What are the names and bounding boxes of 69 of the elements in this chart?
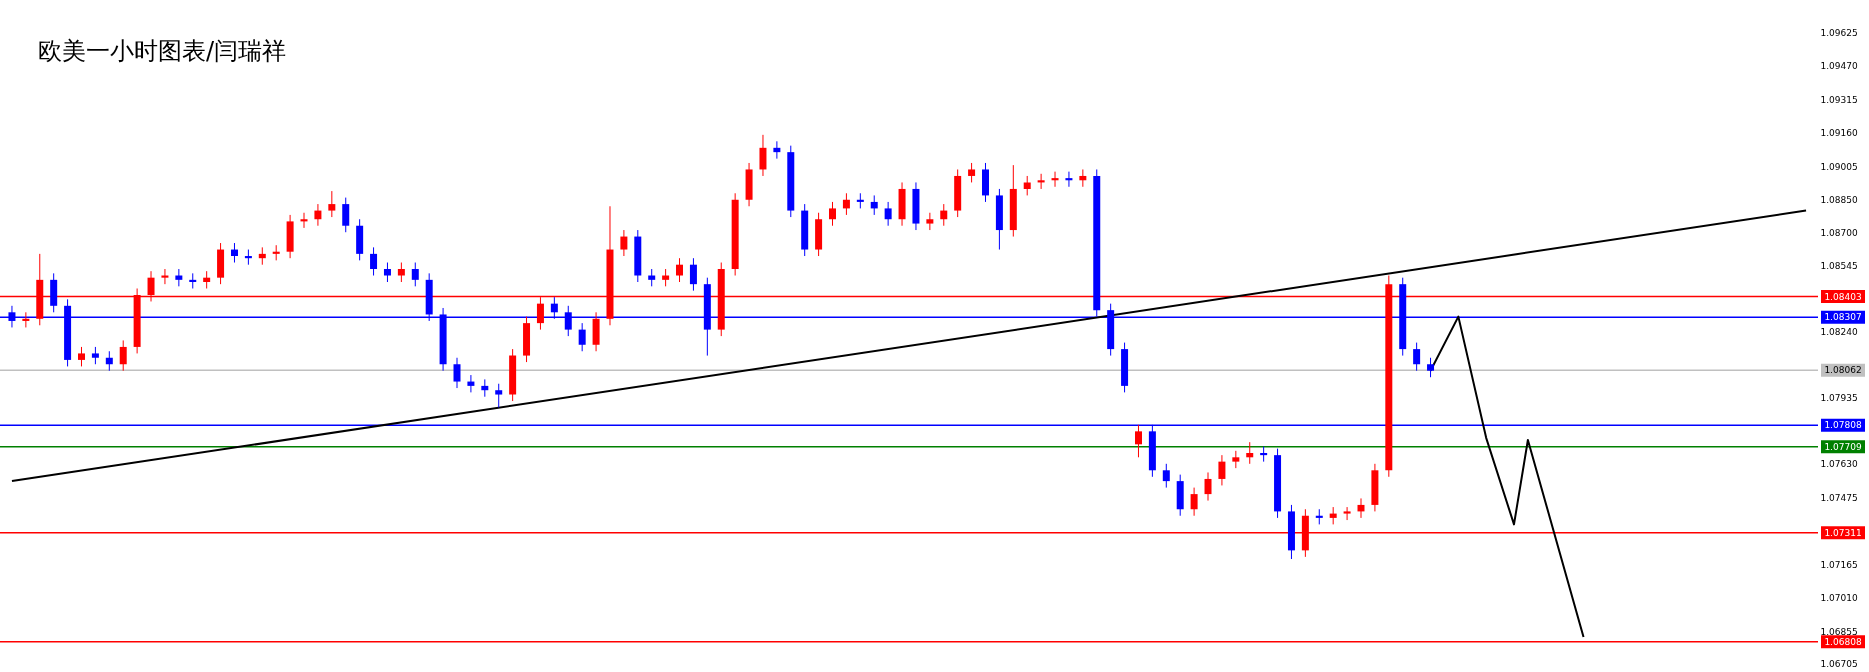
candlestick <box>842 192 850 216</box>
candlestick <box>161 268 169 285</box>
candlestick <box>119 339 127 372</box>
y-tick-label: 1.09160 <box>1820 128 1858 139</box>
candlestick <box>328 190 336 218</box>
candlestick <box>1343 506 1351 521</box>
candlestick <box>77 346 85 367</box>
y-tick-label: 1.07165 <box>1820 559 1858 570</box>
y-tick-label: 1.08850 <box>1820 195 1858 206</box>
candlestick <box>1065 171 1073 188</box>
candlestick <box>230 242 238 264</box>
y-tick-label: 1.07010 <box>1820 593 1858 604</box>
candlestick <box>759 134 767 177</box>
candlestick <box>397 262 405 283</box>
candlestick <box>370 246 378 277</box>
candlestick <box>620 229 628 257</box>
candlestick <box>314 203 322 227</box>
candlestick <box>467 374 475 393</box>
candlestick <box>1204 471 1212 502</box>
candlestick <box>884 201 892 227</box>
y-tick-label: 1.07475 <box>1820 492 1858 503</box>
text: 欧美一小时图表/闫瑞祥 <box>38 37 287 65</box>
ref-line-label: 1.07808 <box>1824 420 1862 431</box>
y-tick-label: 1.06855 <box>1820 627 1858 638</box>
candlestick <box>453 357 461 389</box>
y-tick-label: 1.07935 <box>1820 393 1858 404</box>
candlestick <box>1134 424 1142 458</box>
candlestick <box>968 162 976 183</box>
candlestick <box>1260 445 1268 463</box>
candlestick <box>1413 342 1421 372</box>
candlestick <box>829 201 837 227</box>
y-tick-label: 1.09005 <box>1820 161 1858 172</box>
candlestick <box>495 383 503 409</box>
candlestick <box>22 311 30 328</box>
ref-line-label: 1.06808 <box>1824 636 1862 647</box>
candlestick <box>383 262 391 283</box>
candlestick <box>870 194 878 216</box>
candlestick <box>940 203 948 227</box>
candlestick <box>1357 497 1365 519</box>
candlestick <box>1218 454 1226 486</box>
y-tick-label: 1.06705 <box>1820 659 1858 670</box>
candlestick <box>300 212 308 229</box>
ref-line-label: 1.07311 <box>1824 527 1862 538</box>
candlestick <box>1246 441 1254 465</box>
y-tick-label: 1.08700 <box>1820 227 1858 238</box>
ref-line-label: 1.07709 <box>1824 441 1862 452</box>
y-tick-label: 1.09315 <box>1820 94 1858 105</box>
y-tick-label: 1.08240 <box>1820 327 1858 338</box>
candlestick <box>1023 175 1031 196</box>
candlestick <box>578 322 586 352</box>
candlestick <box>1190 487 1198 517</box>
candlestick <box>689 257 697 292</box>
ref-line-label: 1.08307 <box>1824 312 1862 323</box>
y-tick-label: 1.08545 <box>1820 261 1858 272</box>
candlestick <box>1051 171 1059 188</box>
candlestick <box>926 212 934 231</box>
candlestick <box>1037 173 1045 190</box>
candlestick <box>1427 357 1435 378</box>
y-tick-label: 1.09625 <box>1820 27 1858 38</box>
candlestick <box>105 350 113 372</box>
y-tick-label: 1.07630 <box>1820 459 1858 470</box>
ref-line-label: 1.08062 <box>1824 365 1862 376</box>
candlestick <box>1162 463 1170 489</box>
candlestick <box>411 262 419 287</box>
ref-line-label: 1.08403 <box>1824 291 1862 302</box>
candlestick <box>676 257 684 283</box>
candlestick <box>342 197 350 233</box>
candlestick <box>773 140 781 160</box>
y-tick-label: 1.09470 <box>1820 61 1858 72</box>
